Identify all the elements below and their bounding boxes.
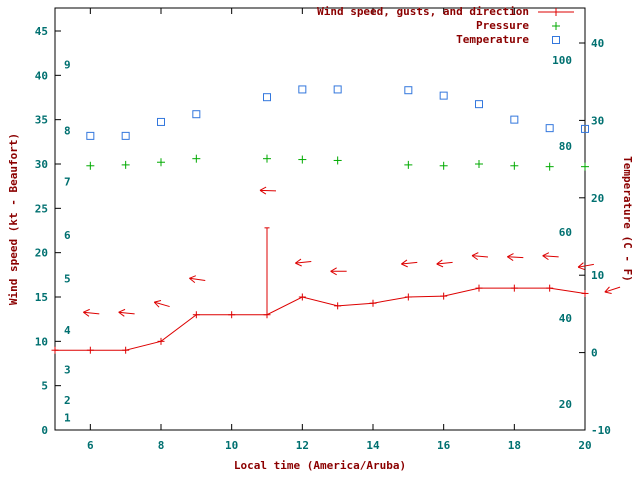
temperature-point	[263, 93, 271, 102]
temperature-point	[581, 124, 589, 133]
svg-text:20: 20	[35, 247, 48, 260]
temperature-point	[192, 110, 201, 119]
svg-text:5: 5	[64, 272, 71, 285]
wind-direction-arrow	[330, 267, 347, 276]
legend-label-pressure: Pressure	[476, 19, 529, 32]
legend-item-pressure: Pressure	[317, 19, 575, 32]
svg-text:10: 10	[591, 269, 604, 282]
wind-direction-arrow	[153, 299, 170, 308]
temperature-point	[404, 86, 413, 95]
wind-direction-arrow	[604, 286, 621, 295]
svg-text:100: 100	[552, 54, 572, 67]
svg-text:12: 12	[296, 439, 309, 452]
svg-text:18: 18	[508, 439, 521, 452]
svg-text:-10: -10	[591, 424, 611, 437]
svg-text:5: 5	[41, 380, 48, 393]
svg-text:80: 80	[559, 140, 572, 153]
svg-text:14: 14	[366, 439, 380, 452]
svg-text:20: 20	[578, 439, 591, 452]
svg-text:8: 8	[158, 439, 165, 452]
svg-text:1: 1	[64, 412, 71, 425]
axis-ticks	[55, 8, 586, 431]
temperature-point	[439, 91, 448, 100]
wind-direction-arrow	[471, 252, 489, 261]
svg-text:25: 25	[35, 202, 48, 215]
pressure-plus-icon	[552, 21, 560, 30]
wind-direction-arrow	[577, 262, 594, 271]
temperature-point	[157, 117, 165, 126]
svg-text:8: 8	[64, 124, 71, 137]
svg-text:16: 16	[437, 439, 451, 452]
wind-direction-arrow	[542, 252, 559, 261]
svg-text:7: 7	[64, 176, 71, 189]
svg-text:40: 40	[35, 69, 48, 82]
temperature-point	[510, 115, 519, 124]
wind-direction-arrow	[507, 253, 524, 261]
wind-direction-arrow	[83, 308, 100, 317]
wind-line-plus-icon	[538, 7, 574, 16]
wind-speed-line	[55, 287, 586, 351]
svg-text:3: 3	[64, 364, 71, 377]
wind-direction-arrow	[295, 258, 312, 267]
chart-legend: Wind speed, gusts, and direction Pressur…	[317, 5, 575, 46]
svg-text:9: 9	[64, 59, 71, 72]
y-axis-left-title: Wind speed (kt - Beaufort)	[7, 132, 20, 306]
temperature-point	[298, 85, 307, 94]
svg-text:40: 40	[559, 312, 572, 325]
wind-direction-arrow	[189, 275, 206, 283]
svg-text:30: 30	[591, 114, 604, 127]
svg-text:6: 6	[64, 229, 71, 242]
svg-text:4: 4	[64, 324, 71, 337]
plot-border	[54, 7, 586, 431]
wind-direction-arrow	[118, 308, 135, 317]
svg-text:10: 10	[225, 439, 238, 452]
temperature-point	[545, 124, 554, 133]
tick-labels: 6 8 10 12 14 16 18 20051015202530354045-1001020…	[35, 25, 611, 452]
svg-text:60: 60	[559, 226, 572, 239]
svg-text:30: 30	[35, 158, 48, 171]
wind-direction-arrows	[83, 186, 621, 317]
temperature-square-icon	[552, 35, 560, 44]
svg-text:6: 6	[87, 439, 94, 452]
legend-item-wind: Wind speed, gusts, and direction	[317, 5, 575, 18]
wind-direction-arrow	[436, 259, 453, 268]
temperature-point	[86, 131, 95, 140]
wind-direction-arrow	[401, 259, 418, 268]
svg-text:2: 2	[64, 394, 71, 407]
svg-text:0: 0	[591, 347, 598, 360]
y-axis-right-title: Temperature (C - F)	[621, 156, 634, 282]
svg-text:10: 10	[35, 335, 48, 348]
wind-speed-series	[51, 227, 589, 354]
temperature-points	[86, 85, 589, 140]
temperature-point	[333, 85, 342, 94]
temperature-point	[475, 100, 483, 109]
legend-item-temperature: Temperature	[317, 33, 575, 46]
svg-text:45: 45	[35, 25, 48, 38]
legend-label-wind: Wind speed, gusts, and direction	[317, 5, 529, 18]
svg-text:20: 20	[559, 398, 572, 411]
svg-text:20: 20	[591, 192, 604, 205]
svg-text:35: 35	[35, 114, 48, 127]
wind-direction-arrow	[259, 186, 277, 195]
svg-text:40: 40	[591, 37, 604, 50]
pressure-points	[86, 154, 589, 171]
svg-text:15: 15	[35, 291, 48, 304]
temperature-point	[121, 131, 130, 140]
svg-text:0: 0	[41, 424, 48, 437]
legend-label-temperature: Temperature	[456, 33, 529, 46]
x-axis-title: Local time (America/Aruba)	[233, 459, 407, 472]
